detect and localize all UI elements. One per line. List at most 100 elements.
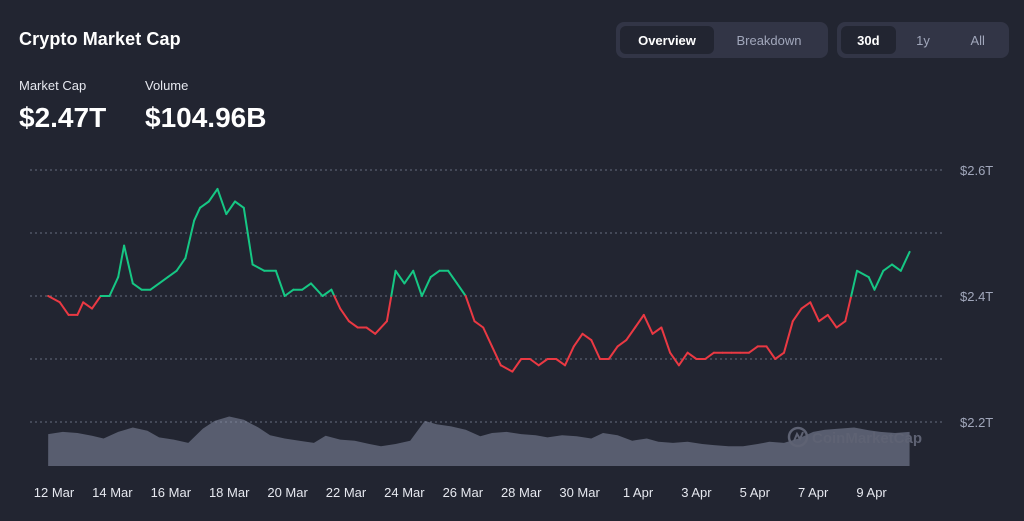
price-line-segment-down	[365, 326, 377, 335]
y-tick-label: $2.4T	[960, 289, 993, 304]
price-line-segment-up	[403, 269, 415, 285]
price-line-segment-down	[374, 320, 388, 335]
price-line-segment-down	[809, 301, 820, 323]
x-tick-label: 18 Mar	[209, 485, 250, 500]
price-line-segment-up	[166, 269, 178, 279]
range-30d-button[interactable]: 30d	[841, 26, 896, 54]
price-line-segment-down	[91, 295, 102, 310]
price-line-segment-down	[607, 345, 619, 360]
x-tick-label: 12 Mar	[34, 485, 75, 500]
price-line-segment-down	[339, 307, 350, 323]
coinmarketcap-logo-icon	[787, 426, 809, 448]
price-line-segment-up	[199, 200, 210, 209]
price-line-segment-down	[537, 358, 549, 367]
grid-lines	[30, 169, 945, 423]
view-toggle: Overview Breakdown	[616, 22, 828, 58]
price-line-segment-down	[58, 301, 70, 316]
x-tick-label: 22 Mar	[326, 485, 367, 500]
price-line-segment-down	[473, 320, 485, 329]
price-line-segment-up	[242, 206, 254, 266]
price-line-segment-up	[850, 269, 858, 297]
x-tick-label: 9 Apr	[856, 485, 887, 500]
price-line-segment-down	[333, 295, 342, 310]
price-line-segment-down	[499, 364, 514, 373]
price-line-segment-up	[899, 250, 911, 272]
price-line-segment-up	[456, 282, 467, 297]
x-tick-label: 26 Mar	[443, 485, 484, 500]
x-tick-label: 30 Mar	[559, 485, 600, 500]
tab-overview[interactable]: Overview	[620, 26, 714, 54]
price-line-segment-up	[867, 276, 876, 291]
range-toggle: 30d 1y All	[837, 22, 1009, 58]
price-line-segment-up	[882, 263, 893, 272]
price-line-segment-up	[412, 269, 423, 297]
price-line-segment-up	[193, 206, 201, 222]
price-line-segment-down	[511, 358, 523, 373]
volume-area	[48, 416, 910, 466]
price-line-segment-down	[818, 313, 829, 323]
price-line-segment-up	[216, 187, 228, 216]
x-tick-label: 20 Mar	[267, 485, 308, 500]
price-line-segment-up	[390, 269, 397, 297]
price-line-segment-up	[283, 288, 295, 297]
price-line-segment-down	[791, 307, 803, 323]
price-line-segment-up	[158, 276, 169, 285]
volume-value: $104.96B	[145, 102, 267, 133]
price-line-segment-down	[581, 332, 593, 342]
price-line-segment-down	[385, 295, 393, 323]
range-1y-button[interactable]: 1y	[916, 32, 930, 48]
range-all-button[interactable]: All	[970, 32, 985, 48]
x-axis-labels: 12 Mar 14 Mar 16 Mar 18 Mar 20 Mar 22 Mar 24 M…	[34, 485, 888, 500]
price-line-segment-down	[634, 313, 645, 329]
price-line-segment-down	[529, 358, 540, 367]
price-line-segment-down	[82, 301, 93, 310]
y-tick-label: $2.2T	[960, 415, 993, 430]
price-line-segment-up	[149, 282, 161, 291]
price-line-segment-down	[555, 358, 566, 367]
price-line-segment-up	[184, 219, 196, 260]
price-line-segment-down	[642, 313, 654, 335]
price-line-segment-down	[704, 351, 715, 360]
price-line-segment-down	[47, 295, 61, 304]
price-line-segment-down	[347, 320, 359, 329]
price-line-segment-up	[394, 269, 406, 285]
market-cap-chart[interactable]: CoinMarketCap $2.2T $2.4T $2.6T 12 Mar 14 M…	[0, 140, 1024, 521]
price-line-segment-up	[856, 269, 870, 279]
market-cap-value: $2.47T	[19, 102, 107, 133]
x-tick-label: 5 Apr	[740, 485, 771, 500]
price-line-segment-up	[117, 244, 126, 279]
price-line-segment-down	[482, 326, 493, 348]
price-line-segment-down	[835, 320, 847, 329]
coinmarketcap-watermark: CoinMarketCap	[787, 426, 922, 448]
price-line-segment-up	[251, 263, 266, 272]
price-line-segment-down	[464, 295, 476, 323]
price-line-segment-up	[274, 269, 286, 297]
y-axis-labels: $2.2T $2.4T $2.6T	[960, 163, 993, 430]
price-line-segment-up	[447, 269, 458, 285]
price-line-segment-up	[310, 282, 324, 297]
volume-bars	[48, 416, 910, 466]
y-tick-label: $2.6T	[960, 163, 993, 178]
price-line-segment-down	[625, 326, 637, 342]
x-tick-label: 1 Apr	[623, 485, 654, 500]
price-line-segment-up	[123, 244, 134, 285]
market-cap-label: Market Cap	[19, 78, 87, 93]
price-line-segment-up	[108, 276, 120, 297]
x-tick-label: 7 Apr	[798, 485, 829, 500]
price-line-segment-down	[572, 332, 584, 348]
watermark-text: CoinMarketCap	[812, 430, 922, 447]
price-line-segment-down	[844, 295, 853, 323]
x-tick-label: 24 Mar	[384, 485, 425, 500]
price-line-segment-down	[491, 345, 502, 367]
x-tick-label: 14 Mar	[92, 485, 133, 500]
price-line-segment-down	[783, 320, 794, 354]
tab-breakdown[interactable]: Breakdown	[736, 32, 802, 48]
volume-label: Volume	[145, 78, 189, 93]
price-line-segment-up	[225, 200, 236, 216]
price-line-segment-down	[669, 351, 680, 367]
x-tick-label: 16 Mar	[151, 485, 192, 500]
price-line-segment-up	[131, 282, 143, 291]
x-tick-label: 3 Apr	[681, 485, 712, 500]
price-line-segment-up	[234, 200, 245, 209]
price-line-segment-up	[429, 269, 441, 279]
